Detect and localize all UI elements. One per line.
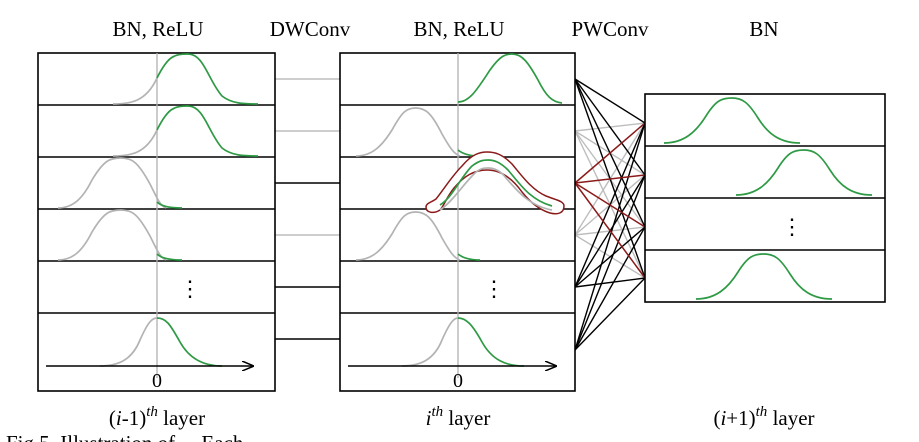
ellipsis-right: ⋮: [781, 214, 803, 239]
distribution-row-4: [57, 209, 183, 261]
distribution-row-1: [457, 53, 563, 104]
distribution-row-4: [695, 253, 833, 300]
label-bn-relu-middle: BN, ReLU: [414, 17, 505, 41]
layer-label-previous: (i-1)th layer: [109, 404, 205, 430]
distribution-row-1: [663, 97, 801, 144]
layer-box-middle: ⋮ 0: [339, 52, 576, 392]
axis-zero-middle: 0: [453, 370, 463, 392]
distribution-row-3-highlighted: [425, 151, 565, 215]
distribution-row-2: [735, 149, 873, 196]
label-bn-right: BN: [749, 17, 778, 41]
layer-box-left: ⋮ 0: [37, 52, 276, 392]
distribution-row-6: [401, 317, 525, 367]
distribution-row-2: [112, 105, 259, 157]
distribution-row-3: [57, 157, 183, 209]
label-dwconv: DWConv: [270, 17, 351, 41]
layer-box-right: ⋮: [644, 93, 886, 303]
label-pwconv: PWConv: [571, 17, 649, 41]
layer-label-current: ith layer: [426, 404, 491, 430]
ellipsis-middle: ⋮: [483, 276, 505, 301]
caption-fragment: Fig.5. Illustration of ... Each ...: [6, 431, 264, 442]
distribution-row-1: [112, 53, 259, 105]
label-bn-relu-left: BN, ReLU: [113, 17, 204, 41]
dwconv-connections: [275, 78, 340, 340]
axis-zero-left: 0: [152, 370, 162, 392]
distribution-row-6: [99, 317, 223, 367]
ellipsis-left: ⋮: [179, 276, 201, 301]
pwconv-connections: [574, 78, 646, 351]
layer-label-next: (i+1)th layer: [713, 404, 814, 430]
distribution-row-4: [355, 211, 481, 261]
